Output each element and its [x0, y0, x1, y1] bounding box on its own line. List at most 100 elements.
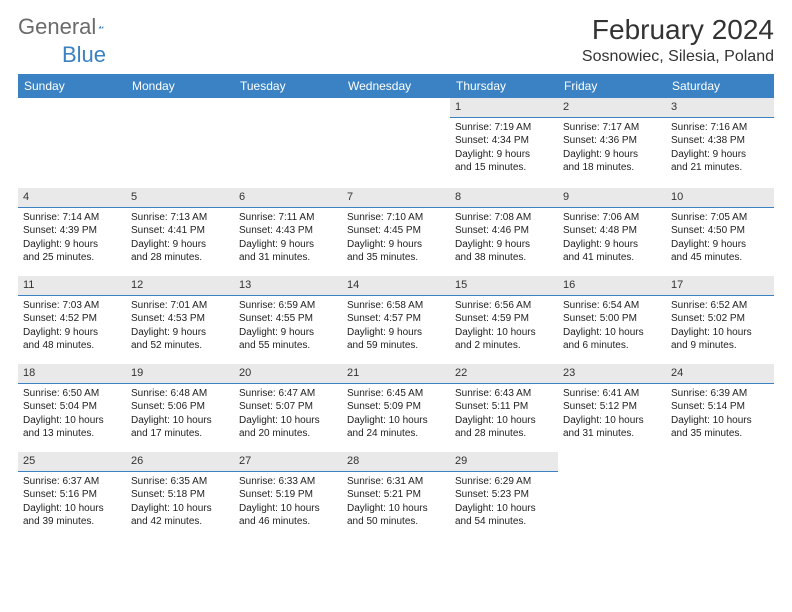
- day-number: 20: [234, 364, 342, 384]
- calendar: Sunday Monday Tuesday Wednesday Thursday…: [18, 74, 774, 540]
- week-row: 4Sunrise: 7:14 AMSunset: 4:39 PMDaylight…: [18, 188, 774, 276]
- day-number: 18: [18, 364, 126, 384]
- sunrise-text: Sunrise: 6:41 AM: [563, 387, 661, 401]
- empty-cell: [666, 452, 774, 540]
- daylight-line1: Daylight: 10 hours: [239, 414, 337, 428]
- sunrise-text: Sunrise: 6:47 AM: [239, 387, 337, 401]
- sunset-text: Sunset: 5:14 PM: [671, 400, 769, 414]
- day-number: 8: [450, 188, 558, 208]
- daylight-line2: and 50 minutes.: [347, 515, 445, 529]
- day-cell: 15Sunrise: 6:56 AMSunset: 4:59 PMDayligh…: [450, 276, 558, 364]
- daylight-line1: Daylight: 10 hours: [671, 414, 769, 428]
- sunset-text: Sunset: 4:46 PM: [455, 224, 553, 238]
- day-cell: 4Sunrise: 7:14 AMSunset: 4:39 PMDaylight…: [18, 188, 126, 276]
- day-number: 10: [666, 188, 774, 208]
- day-cell: 28Sunrise: 6:31 AMSunset: 5:21 PMDayligh…: [342, 452, 450, 540]
- day-number: 6: [234, 188, 342, 208]
- sunset-text: Sunset: 4:57 PM: [347, 312, 445, 326]
- daylight-line2: and 13 minutes.: [23, 427, 121, 441]
- weeks-container: 1Sunrise: 7:19 AMSunset: 4:34 PMDaylight…: [18, 98, 774, 540]
- day-number: 1: [450, 98, 558, 118]
- dayheader-tue: Tuesday: [234, 74, 342, 98]
- day-cell: 29Sunrise: 6:29 AMSunset: 5:23 PMDayligh…: [450, 452, 558, 540]
- day-cell: 9Sunrise: 7:06 AMSunset: 4:48 PMDaylight…: [558, 188, 666, 276]
- day-details: Sunrise: 6:50 AMSunset: 5:04 PMDaylight:…: [18, 384, 126, 447]
- daylight-line1: Daylight: 9 hours: [455, 148, 553, 162]
- sunrise-text: Sunrise: 6:43 AM: [455, 387, 553, 401]
- day-number: 12: [126, 276, 234, 296]
- day-cell: 17Sunrise: 6:52 AMSunset: 5:02 PMDayligh…: [666, 276, 774, 364]
- day-number: 27: [234, 452, 342, 472]
- week-row: 11Sunrise: 7:03 AMSunset: 4:52 PMDayligh…: [18, 276, 774, 364]
- daylight-line2: and 35 minutes.: [347, 251, 445, 265]
- day-details: Sunrise: 6:29 AMSunset: 5:23 PMDaylight:…: [450, 472, 558, 535]
- month-title: February 2024: [582, 14, 774, 46]
- day-details: Sunrise: 7:17 AMSunset: 4:36 PMDaylight:…: [558, 118, 666, 181]
- day-cell: 7Sunrise: 7:10 AMSunset: 4:45 PMDaylight…: [342, 188, 450, 276]
- sunset-text: Sunset: 5:12 PM: [563, 400, 661, 414]
- day-number: 16: [558, 276, 666, 296]
- day-cell: 3Sunrise: 7:16 AMSunset: 4:38 PMDaylight…: [666, 98, 774, 188]
- logo-text-1: General: [18, 14, 96, 40]
- day-cell: 11Sunrise: 7:03 AMSunset: 4:52 PMDayligh…: [18, 276, 126, 364]
- daylight-line2: and 48 minutes.: [23, 339, 121, 353]
- day-details: Sunrise: 6:59 AMSunset: 4:55 PMDaylight:…: [234, 296, 342, 359]
- sunset-text: Sunset: 5:09 PM: [347, 400, 445, 414]
- day-cell: 25Sunrise: 6:37 AMSunset: 5:16 PMDayligh…: [18, 452, 126, 540]
- day-cell: 27Sunrise: 6:33 AMSunset: 5:19 PMDayligh…: [234, 452, 342, 540]
- logo: General: [18, 14, 128, 40]
- day-number: 28: [342, 452, 450, 472]
- sunrise-text: Sunrise: 6:29 AM: [455, 475, 553, 489]
- daylight-line1: Daylight: 10 hours: [131, 502, 229, 516]
- daylight-line1: Daylight: 9 hours: [131, 238, 229, 252]
- sunrise-text: Sunrise: 6:31 AM: [347, 475, 445, 489]
- empty-cell: [342, 98, 450, 188]
- sunrise-text: Sunrise: 7:11 AM: [239, 211, 337, 225]
- daylight-line1: Daylight: 9 hours: [131, 326, 229, 340]
- daylight-line1: Daylight: 10 hours: [347, 502, 445, 516]
- day-cell: 2Sunrise: 7:17 AMSunset: 4:36 PMDaylight…: [558, 98, 666, 188]
- sunset-text: Sunset: 4:38 PM: [671, 134, 769, 148]
- title-block: February 2024 Sosnowiec, Silesia, Poland: [582, 14, 774, 66]
- day-details: Sunrise: 6:47 AMSunset: 5:07 PMDaylight:…: [234, 384, 342, 447]
- sunset-text: Sunset: 5:06 PM: [131, 400, 229, 414]
- daylight-line2: and 41 minutes.: [563, 251, 661, 265]
- daylight-line2: and 52 minutes.: [131, 339, 229, 353]
- day-number: 17: [666, 276, 774, 296]
- daylight-line2: and 24 minutes.: [347, 427, 445, 441]
- daylight-line2: and 31 minutes.: [239, 251, 337, 265]
- daylight-line1: Daylight: 9 hours: [23, 326, 121, 340]
- dayheader-sat: Saturday: [666, 74, 774, 98]
- daylight-line2: and 6 minutes.: [563, 339, 661, 353]
- dayheader-thu: Thursday: [450, 74, 558, 98]
- day-number: 24: [666, 364, 774, 384]
- day-cell: 6Sunrise: 7:11 AMSunset: 4:43 PMDaylight…: [234, 188, 342, 276]
- week-row: 18Sunrise: 6:50 AMSunset: 5:04 PMDayligh…: [18, 364, 774, 452]
- daylight-line1: Daylight: 9 hours: [23, 238, 121, 252]
- daylight-line2: and 39 minutes.: [23, 515, 121, 529]
- daylight-line1: Daylight: 9 hours: [671, 148, 769, 162]
- dayheader-mon: Monday: [126, 74, 234, 98]
- sunset-text: Sunset: 4:45 PM: [347, 224, 445, 238]
- daylight-line1: Daylight: 10 hours: [239, 502, 337, 516]
- header: General February 2024 Sosnowiec, Silesia…: [18, 14, 774, 66]
- day-cell: 14Sunrise: 6:58 AMSunset: 4:57 PMDayligh…: [342, 276, 450, 364]
- day-cell: 10Sunrise: 7:05 AMSunset: 4:50 PMDayligh…: [666, 188, 774, 276]
- sunrise-text: Sunrise: 7:01 AM: [131, 299, 229, 313]
- sunrise-text: Sunrise: 7:05 AM: [671, 211, 769, 225]
- daylight-line1: Daylight: 9 hours: [563, 148, 661, 162]
- day-number: 9: [558, 188, 666, 208]
- day-header-row: Sunday Monday Tuesday Wednesday Thursday…: [18, 74, 774, 98]
- sunrise-text: Sunrise: 6:37 AM: [23, 475, 121, 489]
- day-cell: 5Sunrise: 7:13 AMSunset: 4:41 PMDaylight…: [126, 188, 234, 276]
- empty-cell: [234, 98, 342, 188]
- day-details: Sunrise: 6:35 AMSunset: 5:18 PMDaylight:…: [126, 472, 234, 535]
- sunrise-text: Sunrise: 6:59 AM: [239, 299, 337, 313]
- day-details: Sunrise: 6:45 AMSunset: 5:09 PMDaylight:…: [342, 384, 450, 447]
- sunrise-text: Sunrise: 6:56 AM: [455, 299, 553, 313]
- daylight-line2: and 35 minutes.: [671, 427, 769, 441]
- day-details: Sunrise: 6:52 AMSunset: 5:02 PMDaylight:…: [666, 296, 774, 359]
- sunrise-text: Sunrise: 7:13 AM: [131, 211, 229, 225]
- sunrise-text: Sunrise: 7:03 AM: [23, 299, 121, 313]
- day-details: Sunrise: 6:37 AMSunset: 5:16 PMDaylight:…: [18, 472, 126, 535]
